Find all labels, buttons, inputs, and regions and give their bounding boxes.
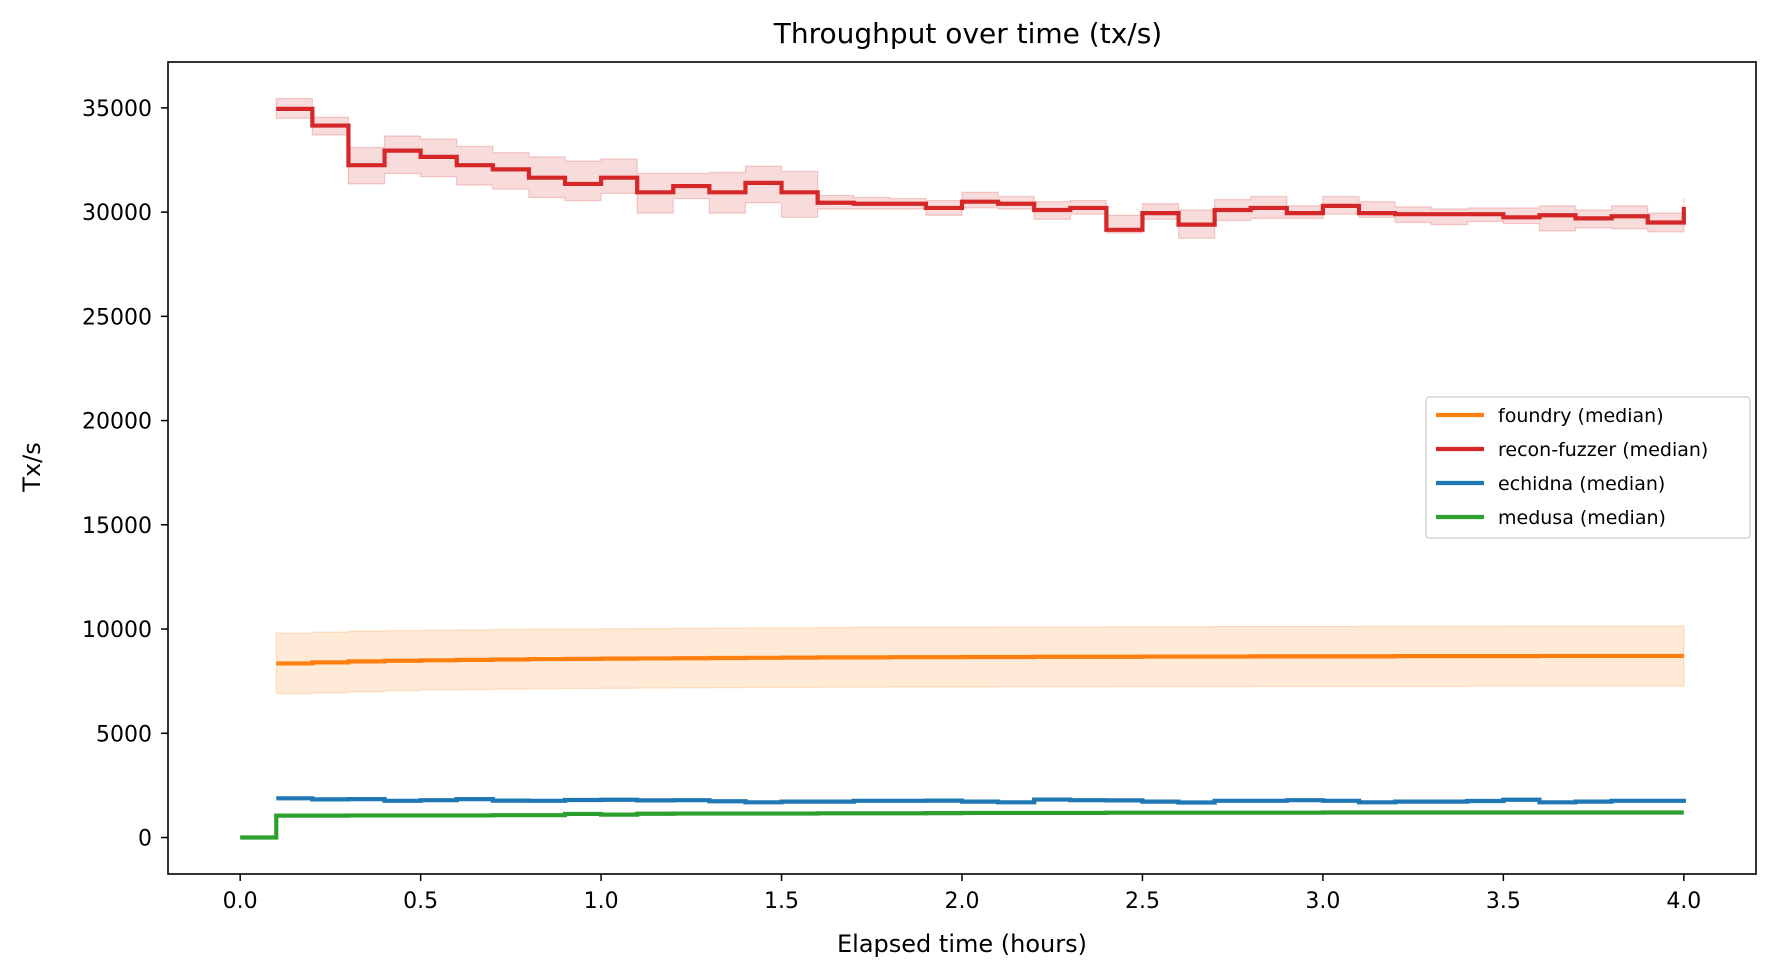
y-axis-ticks: 0 5000 10000 15000 20000 25000 30000 35000 bbox=[82, 97, 168, 852]
y-tick-label: 15000 bbox=[82, 514, 152, 539]
foundry-median-legend-label: foundry (median) bbox=[1498, 405, 1664, 427]
series-lines bbox=[240, 106, 1686, 840]
echidna-median-line bbox=[276, 796, 1686, 805]
confidence-bands bbox=[275, 97, 1685, 695]
x-tick-label: 4.0 bbox=[1666, 889, 1701, 914]
y-tick-label: 0 bbox=[138, 827, 152, 852]
x-tick-label: 0.5 bbox=[403, 889, 438, 914]
recon-fuzzer-median-legend-label: recon-fuzzer (median) bbox=[1498, 439, 1708, 461]
y-tick-label: 5000 bbox=[96, 722, 152, 747]
medusa-median-legend-label: medusa (median) bbox=[1498, 507, 1666, 529]
x-tick-label: 2.5 bbox=[1125, 889, 1160, 914]
legend: foundry (median) recon-fuzzer (median) ech… bbox=[1425, 396, 1751, 539]
x-tick-label: 0.0 bbox=[223, 889, 258, 914]
x-tick-label: 2.0 bbox=[945, 889, 980, 914]
x-axis-label: Elapsed time (hours) bbox=[837, 930, 1087, 958]
y-tick-label: 30000 bbox=[82, 201, 152, 226]
y-tick-label: 20000 bbox=[82, 410, 152, 435]
x-tick-label: 3.5 bbox=[1486, 889, 1521, 914]
echidna-median-legend-label: echidna (median) bbox=[1498, 473, 1665, 495]
y-tick-label: 35000 bbox=[82, 97, 152, 122]
y-tick-label: 10000 bbox=[82, 618, 152, 643]
legend-box bbox=[1425, 396, 1751, 539]
foundry-median-band bbox=[275, 625, 1685, 695]
y-tick-label: 25000 bbox=[82, 305, 152, 330]
medusa-median-line bbox=[240, 810, 1684, 840]
x-tick-label: 1.0 bbox=[584, 889, 619, 914]
recon-fuzzer-median-line bbox=[276, 106, 1686, 232]
x-tick-label: 1.5 bbox=[764, 889, 799, 914]
foundry-median-line bbox=[276, 653, 1684, 666]
y-axis-label: Tx/s bbox=[18, 442, 46, 492]
x-axis-ticks: 0.0 0.5 1.0 1.5 2.0 2.5 3.0 3.5 4.0 bbox=[223, 874, 1701, 914]
chart-title: Throughput over time (tx/s) bbox=[773, 17, 1162, 50]
legend-items: foundry (median) recon-fuzzer (median) ech… bbox=[1436, 405, 1708, 529]
x-tick-label: 3.0 bbox=[1305, 889, 1340, 914]
recon-fuzzer-median-band bbox=[275, 97, 1685, 239]
